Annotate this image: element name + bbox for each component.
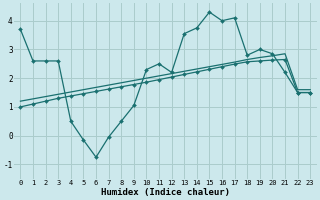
X-axis label: Humidex (Indice chaleur): Humidex (Indice chaleur) bbox=[101, 188, 230, 197]
